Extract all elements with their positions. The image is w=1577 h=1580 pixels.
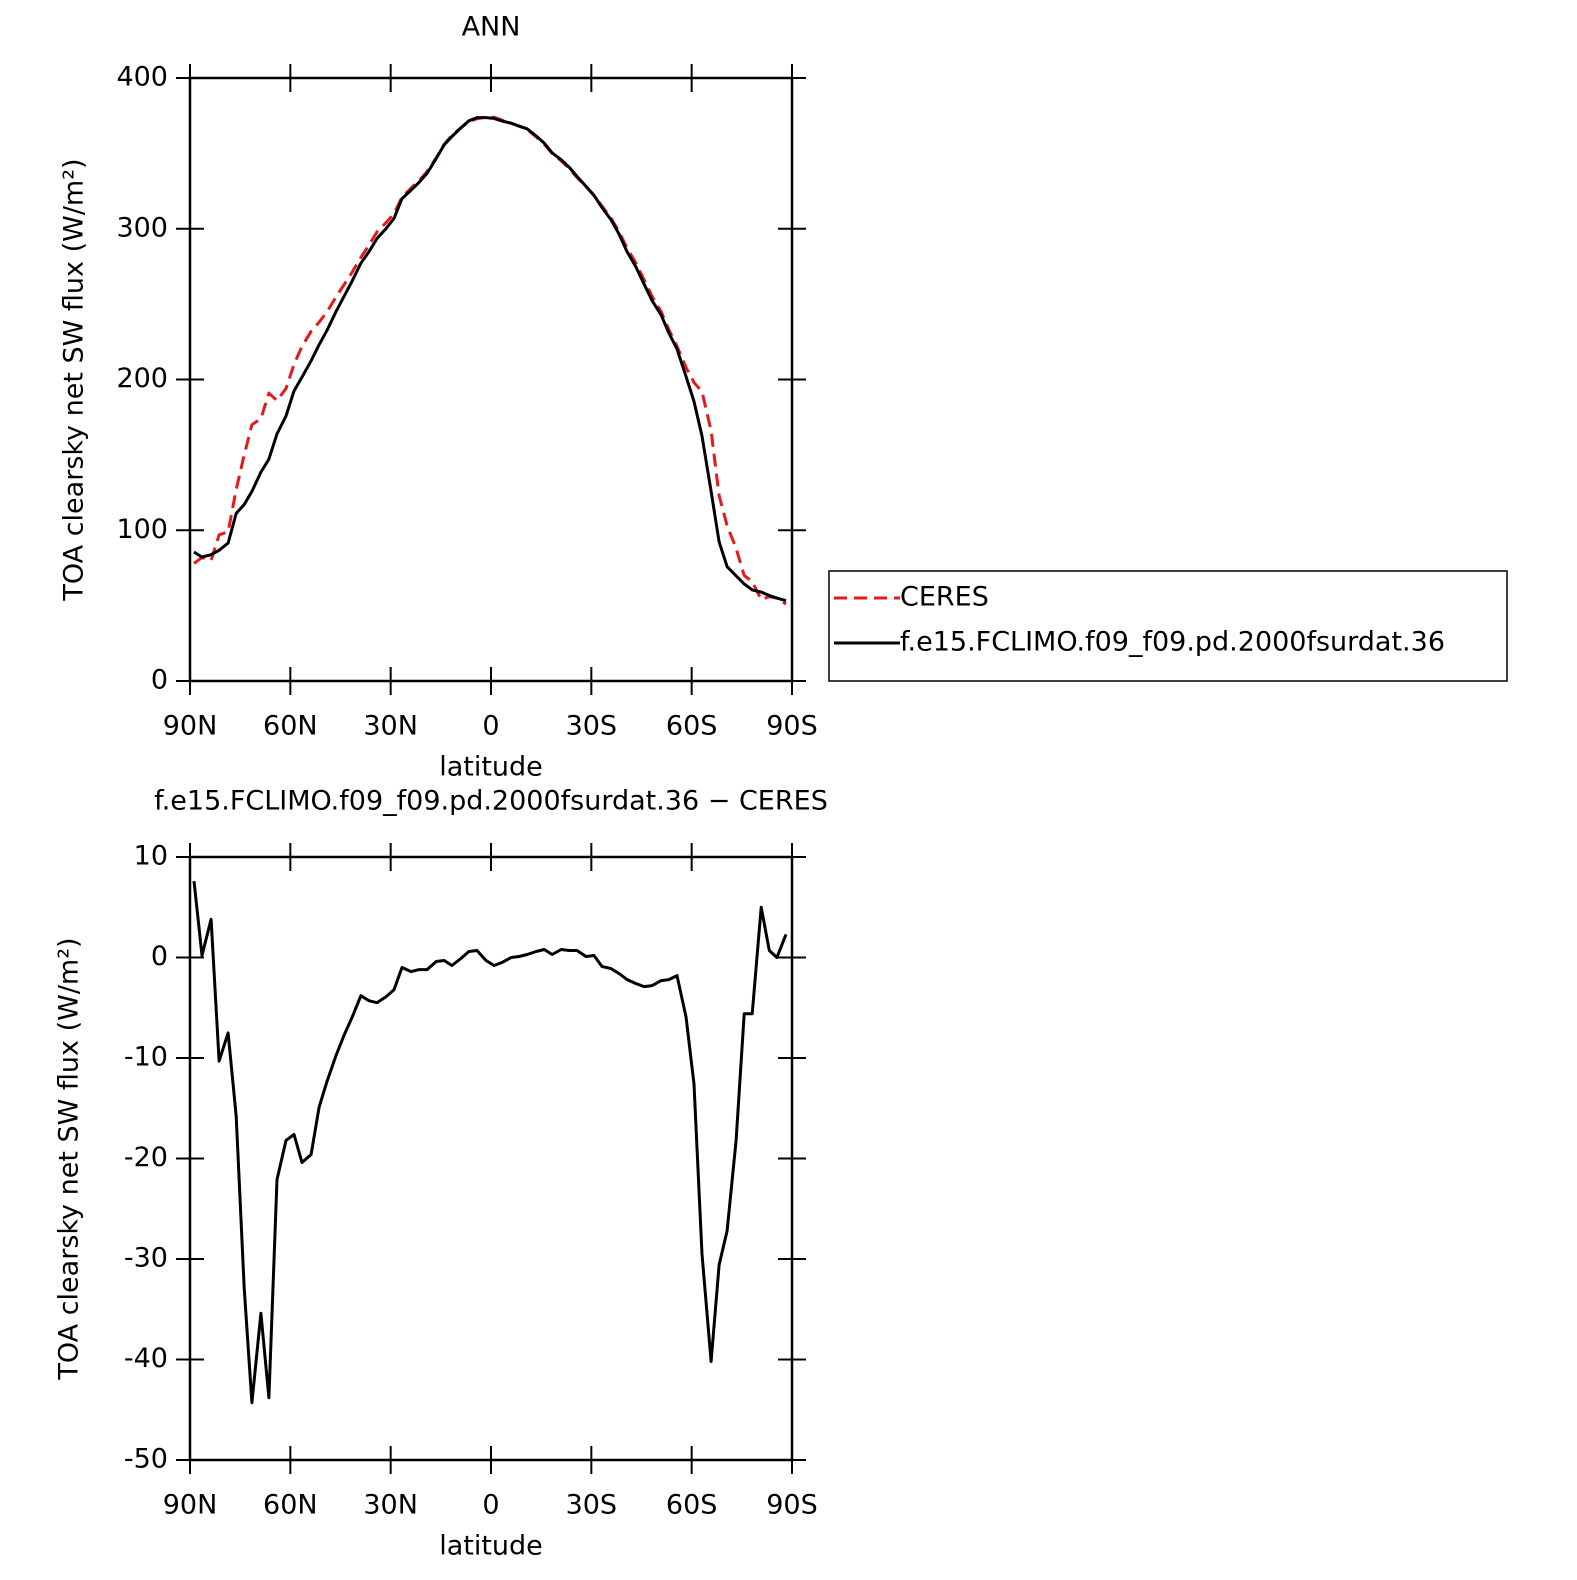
chart-title: ANN (462, 12, 521, 43)
x-tick-label: 30N (363, 711, 418, 742)
y-tick-label: 0 (151, 665, 168, 696)
x-tick-label: 30N (363, 1490, 418, 1521)
data-line (193, 115, 787, 606)
y-tick-label: -20 (124, 1142, 168, 1173)
x-tick-label: 90S (766, 711, 818, 742)
y-axis-label: TOA clearsky net SW flux (W/m²) (54, 937, 85, 1380)
y-tick-label: -40 (124, 1343, 168, 1374)
x-axis-label: latitude (439, 1531, 543, 1562)
y-tick-label: -10 (124, 1042, 168, 1073)
x-tick-label: 90S (766, 1490, 818, 1521)
data-line (192, 880, 788, 1405)
legend-label: CERES (900, 582, 989, 613)
chart-title: f.e15.FCLIMO.f09_f09.pd.2000fsurdat.36 −… (154, 786, 828, 817)
x-tick-label: 60S (666, 711, 718, 742)
x-axis-label: latitude (439, 752, 543, 783)
x-tick-label: 30S (566, 711, 618, 742)
y-axis-label: TOA clearsky net SW flux (W/m²) (59, 158, 90, 601)
y-tick-label: 400 (116, 62, 168, 93)
plot-frame (188, 855, 794, 1462)
legend-label: f.e15.FCLIMO.f09_f09.pd.2000fsurdat.36 (900, 627, 1445, 658)
y-tick-label: 300 (116, 212, 168, 243)
x-tick-label: 60N (263, 711, 318, 742)
x-tick-label: 0 (482, 1490, 499, 1521)
data-line (193, 116, 787, 603)
y-tick-label: 100 (116, 514, 168, 545)
x-tick-label: 30S (566, 1490, 618, 1521)
y-tick-label: 10 (134, 841, 168, 872)
y-tick-label: 0 (151, 941, 168, 972)
x-tick-label: 60S (666, 1490, 718, 1521)
y-tick-label: -50 (124, 1444, 168, 1475)
legend-box (828, 570, 1508, 682)
y-tick-label: -30 (124, 1243, 168, 1274)
x-tick-label: 0 (482, 711, 499, 742)
x-tick-label: 90N (163, 1490, 218, 1521)
x-tick-label: 90N (163, 711, 218, 742)
plot-frame (188, 76, 794, 683)
y-tick-label: 200 (116, 363, 168, 394)
x-tick-label: 60N (263, 1490, 318, 1521)
